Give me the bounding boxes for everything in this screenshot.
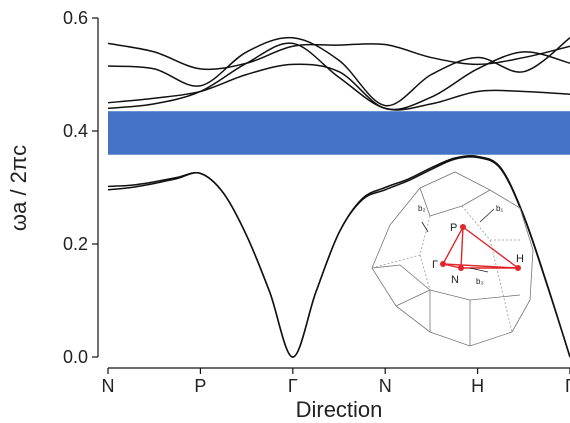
inset-path bbox=[442, 225, 521, 269]
inset-point-p bbox=[460, 224, 466, 230]
series-line-5 bbox=[107, 51, 570, 111]
y-axis-title: ωa / 2πc bbox=[6, 145, 31, 231]
band-gap-rect bbox=[108, 111, 570, 155]
inset-dotted bbox=[489, 239, 513, 333]
series-line-3 bbox=[107, 42, 570, 71]
inset-point-n bbox=[458, 265, 464, 271]
inset-edge bbox=[371, 264, 521, 301]
series-line-6 bbox=[107, 42, 570, 111]
axes: 0.00.20.40.6NPΓNHΓDirectionωa / 2πc bbox=[6, 8, 570, 422]
inset-label-p: P bbox=[450, 222, 457, 234]
x-tick-label: P bbox=[194, 376, 206, 396]
y-tick-label: 0.4 bbox=[63, 121, 88, 141]
x-axis-title: Direction bbox=[296, 397, 383, 422]
series-group bbox=[107, 36, 570, 358]
inset-label-h: H bbox=[516, 253, 524, 265]
inset-point-gamma bbox=[440, 261, 446, 267]
brillouin-zone-inset: P Γ N H b₁ b₂ b₃ bbox=[371, 171, 534, 347]
y-tick-label: 0.6 bbox=[63, 8, 88, 28]
inset-vector-b2 bbox=[421, 221, 429, 233]
y-tick-label: 0.2 bbox=[63, 234, 88, 254]
inset-vector-b1 bbox=[479, 208, 495, 223]
inset-label-b3: b₃ bbox=[476, 277, 484, 286]
series-line-1 bbox=[107, 154, 570, 358]
inset-label-n: N bbox=[451, 274, 459, 286]
x-tick-label: N bbox=[379, 376, 392, 396]
inset-label-b2: b₂ bbox=[418, 204, 426, 213]
x-tick-label: H bbox=[471, 376, 484, 396]
inset-dotted bbox=[461, 205, 520, 241]
inset-label-gamma: Γ bbox=[432, 259, 438, 271]
inset-label-b1: b₁ bbox=[496, 204, 503, 213]
x-tick-label: N bbox=[102, 376, 115, 396]
inset-outline bbox=[371, 171, 534, 347]
series-line-2 bbox=[107, 156, 570, 358]
series-line-4 bbox=[107, 36, 570, 107]
y-tick-label: 0.0 bbox=[63, 347, 88, 367]
inset-edge bbox=[419, 187, 491, 217]
inset-path bbox=[460, 226, 464, 269]
inset-edge bbox=[395, 289, 431, 307]
x-tick-label: Γ bbox=[288, 376, 298, 396]
inset-point-h bbox=[515, 265, 521, 271]
x-tick-label: Γ bbox=[565, 376, 570, 396]
band-gap bbox=[108, 111, 570, 155]
inset-dotted bbox=[419, 254, 431, 291]
inset-vector-b3 bbox=[469, 267, 489, 273]
